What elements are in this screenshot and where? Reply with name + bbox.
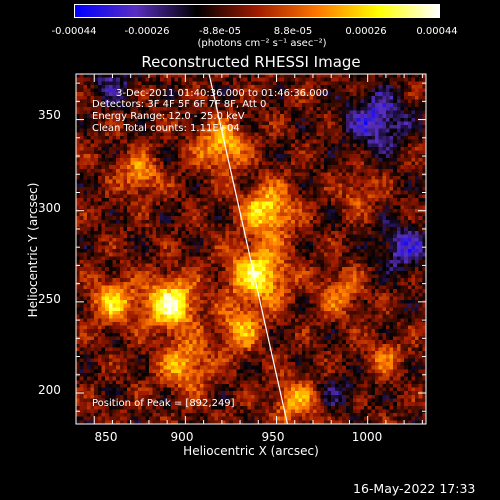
y-tick-label: 250 bbox=[38, 292, 61, 306]
annotation-energy-range: Energy Range: 12.0 - 25.0 keV bbox=[92, 111, 245, 122]
x-tick-label: 950 bbox=[261, 430, 285, 444]
colorbar-tick-label: 0.00026 bbox=[345, 26, 387, 37]
solar-limb-line bbox=[208, 73, 289, 425]
colorbar-tick-label: -0.00044 bbox=[51, 26, 97, 37]
annotation-detectors: Detectors: 3F 4F 5F 6F 7F 8F, Att 0 bbox=[92, 99, 267, 110]
plot-frame bbox=[75, 73, 427, 425]
y-axis-label: Heliocentric Y (arcsec) bbox=[26, 182, 40, 318]
colorbar-tick-label: 8.8e-05 bbox=[273, 26, 313, 37]
y-tick-label: 200 bbox=[38, 383, 61, 397]
annotation-peak-position: Position of Peak = [892,249] bbox=[92, 398, 235, 409]
annotation-clean-counts: Clean Total counts: 1.11E+04 bbox=[92, 123, 240, 134]
y-axis-ticks bbox=[76, 82, 426, 412]
x-axis-ticks bbox=[93, 74, 423, 424]
colorbar-tick-label: 0.00044 bbox=[416, 26, 458, 37]
chart-title: Reconstructed RHESSI Image bbox=[141, 53, 361, 71]
y-tick-label: 350 bbox=[38, 108, 61, 122]
y-tick-label: 300 bbox=[38, 201, 61, 215]
x-axis-label: Heliocentric X (arcsec) bbox=[183, 444, 319, 458]
colorbar-units: (photons cm⁻² s⁻¹ asec⁻²) bbox=[197, 38, 327, 49]
colorbar bbox=[74, 4, 440, 18]
heatmap-image bbox=[76, 74, 426, 424]
colorbar-tick-label: -8.8e-05 bbox=[199, 26, 241, 37]
x-tick-label: 900 bbox=[170, 430, 194, 444]
x-tick-label: 1000 bbox=[351, 430, 383, 444]
annotation-time-range: 3-Dec-2011 01:40:36.000 to 01:46:36.000 bbox=[116, 88, 329, 99]
colorbar-tick-label: -0.00026 bbox=[124, 26, 170, 37]
x-tick-label: 850 bbox=[94, 430, 118, 444]
footer-timestamp: 16-May-2022 17:33 bbox=[353, 481, 476, 496]
